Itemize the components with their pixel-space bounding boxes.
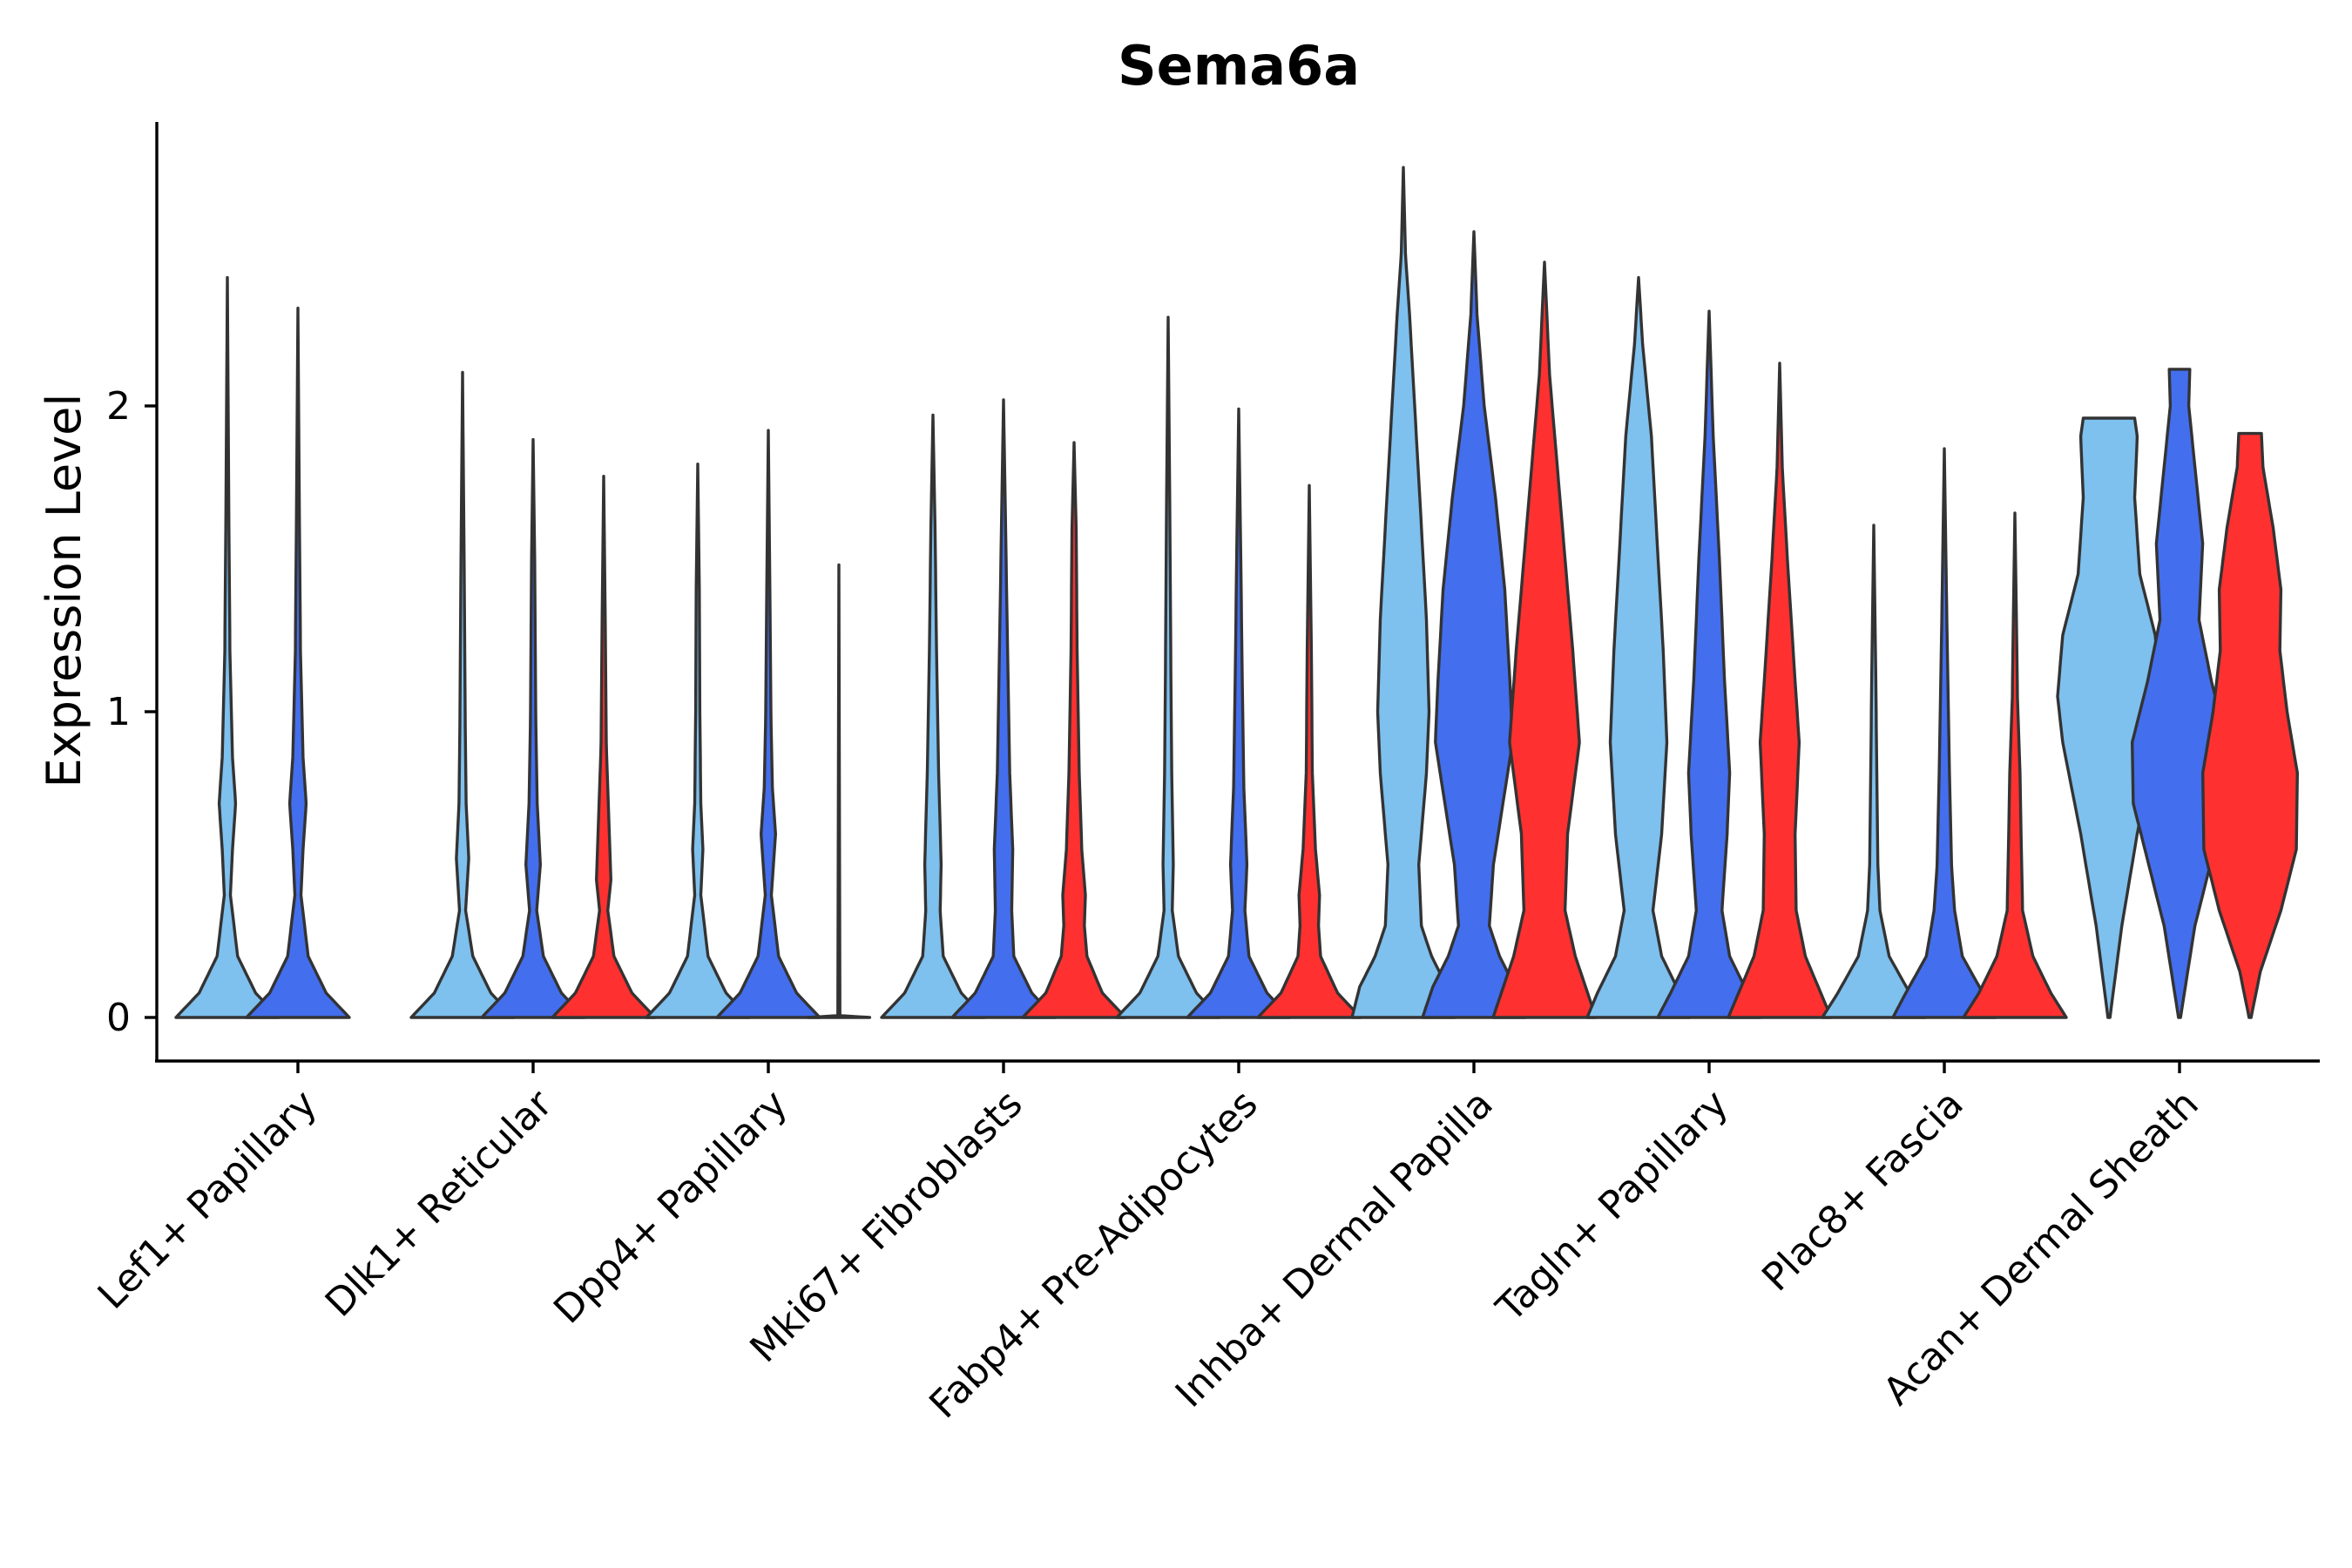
violin-4-2 (1256, 483, 1362, 1019)
violin-5-1 (1421, 230, 1527, 1019)
y-ticks-layer: 0 1 2 (106, 384, 157, 1040)
violin-1-2 (551, 475, 657, 1019)
violin-2-2 (806, 563, 872, 1019)
y-tick-label: 1 (106, 690, 131, 734)
violin-1-0 (409, 370, 516, 1019)
x-tick-label: Plac8+ Fascia (1754, 1082, 1972, 1301)
violin-3-0 (880, 413, 986, 1019)
violin-7-1 (1891, 447, 1997, 1019)
violin-5-2 (1491, 260, 1598, 1019)
violin-5-0 (1350, 166, 1456, 1019)
violin-8-2 (2201, 431, 2299, 1019)
violin-1-1 (480, 437, 586, 1019)
violin-7-0 (1821, 524, 1927, 1019)
chart-title: Sema6a (1118, 34, 1360, 98)
violin-0-0 (174, 275, 280, 1019)
violin-2-0 (645, 463, 751, 1019)
violin-6-2 (1727, 362, 1833, 1019)
violin-3-2 (1021, 441, 1127, 1019)
violin-3-1 (950, 398, 1057, 1019)
violins-layer (174, 166, 2299, 1019)
violin-6-0 (1585, 275, 1692, 1019)
violin-4-0 (1115, 315, 1221, 1019)
y-tick-label: 0 (106, 996, 131, 1040)
violin-8-1 (2131, 368, 2228, 1019)
x-tick-label: Tagln+ Papillary (1488, 1082, 1737, 1331)
violin-0-1 (245, 307, 351, 1019)
violin-6-1 (1656, 309, 1762, 1019)
violin-7-2 (1962, 511, 2068, 1019)
x-tick-label: Dlk1+ Reticular (317, 1081, 562, 1326)
x-tick-label: Lef1+ Papillary (90, 1082, 326, 1318)
y-tick-label: 2 (106, 384, 131, 429)
y-axis-label: Expression Level (37, 394, 91, 788)
violin-4-1 (1186, 407, 1292, 1019)
violin-2-1 (715, 429, 821, 1019)
x-tick-label: Dpp4+ Papillary (545, 1082, 796, 1333)
